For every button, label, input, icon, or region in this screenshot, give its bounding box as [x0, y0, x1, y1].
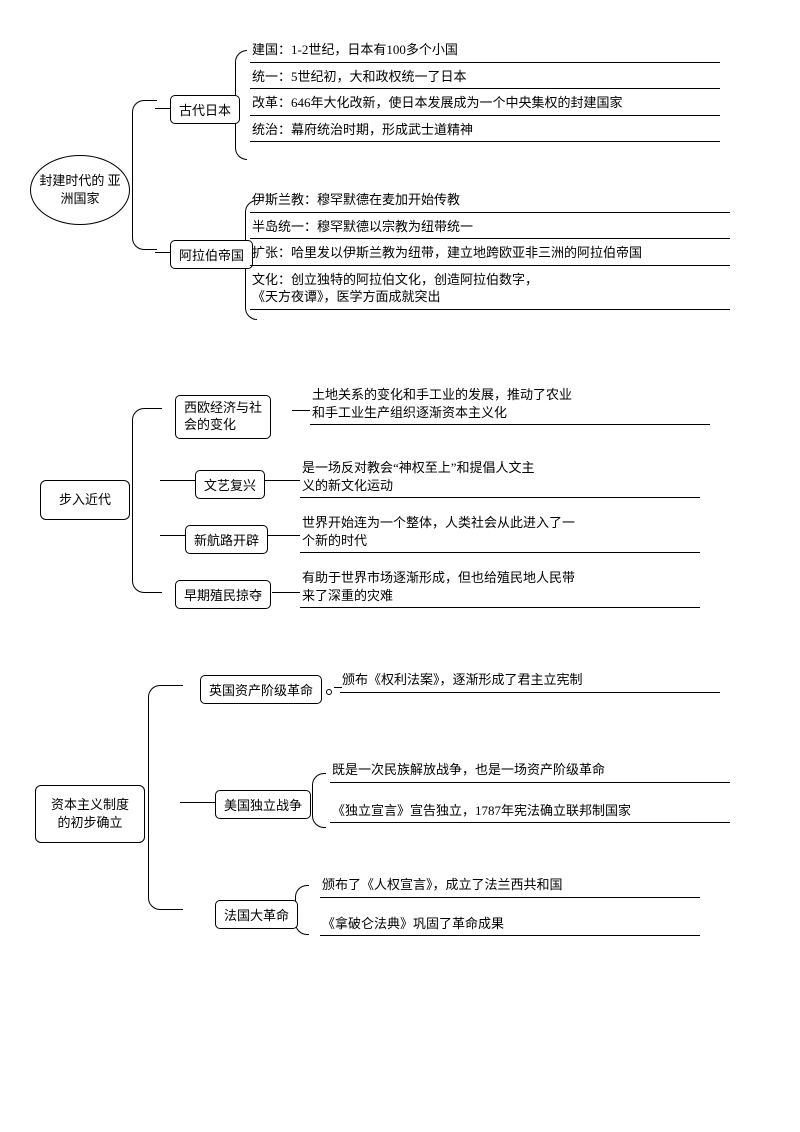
leaf-item: 建国：1-2世纪，日本有100多个小国	[250, 40, 720, 63]
branch-label: 西欧经济与社 会的变化	[184, 400, 262, 432]
leaf-item: 半岛统一：穆罕默德以宗教为纽带统一	[250, 217, 730, 240]
branch-american-independence: 美国独立战争	[215, 790, 311, 819]
branch-west-europe-econ: 西欧经济与社 会的变化	[175, 395, 271, 439]
branch-label: 新航路开辟	[194, 533, 259, 548]
leaf-item: 颁布了《人权宣言》，成立了法兰西共和国	[320, 875, 700, 898]
section-capitalism-establishment: 资本主义制度 的初步确立 英国资产阶级革命 美国独立战争 法国大革命 颁布《权利…	[20, 675, 780, 965]
leaf-item: 统治：幕府统治时期，形成武士道精神	[250, 120, 720, 143]
leaf-item: 有助于世界市场逐渐形成，但也给殖民地人民带 来了深重的灾难	[300, 568, 700, 608]
connector-line	[180, 802, 215, 803]
bracket-connector	[132, 408, 162, 593]
branch-label: 美国独立战争	[224, 798, 302, 813]
connector-line	[272, 592, 300, 593]
leaf-item: 《拿破仑法典》巩固了革命成果	[320, 914, 700, 937]
connector-line	[160, 480, 195, 481]
leaf-item: 统一：5世纪初，大和政权统一了日本	[250, 67, 720, 90]
bracket-connector	[132, 100, 157, 250]
leaf-item: 土地关系的变化和手工业的发展，推动了农业 和手工业生产组织逐渐资本主义化	[310, 385, 710, 425]
bracket-connector	[312, 773, 326, 828]
leaf-item: 是一场反对教会“神权至上”和提倡人文主 义的新文化运动	[300, 458, 700, 498]
connector-line	[155, 252, 170, 253]
leaves-arab-empire: 伊斯兰教：穆罕默德在麦加开始传教 半岛统一：穆罕默德以宗教为纽带统一 扩张：哈里…	[250, 190, 730, 314]
section-feudal-asia: 封建时代的 亚洲国家 古代日本 阿拉伯帝国 建国：1-2世纪，日本有100多个小…	[20, 40, 780, 340]
connector-line	[292, 410, 310, 411]
connector-line	[268, 535, 300, 536]
root-label: 步入近代	[59, 491, 111, 509]
leaf-item: 颁布《权利法案》，逐渐形成了君主立宪制	[340, 670, 720, 693]
leaf-item: 既是一次民族解放战争，也是一场资产阶级革命	[330, 760, 730, 783]
leaves-american-ind: 既是一次民族解放战争，也是一场资产阶级革命 《独立宣言》宣告独立，1787年宪法…	[330, 760, 730, 827]
root-node-modern: 步入近代	[40, 480, 130, 520]
branch-arab-empire: 阿拉伯帝国	[170, 240, 253, 269]
leaf-item: 伊斯兰教：穆罕默德在麦加开始传教	[250, 190, 730, 213]
leaves-colonial: 有助于世界市场逐渐形成，但也给殖民地人民带 来了深重的灾难	[300, 568, 700, 612]
root-node-capitalism: 资本主义制度 的初步确立	[35, 785, 145, 843]
leaves-west-europe: 土地关系的变化和手工业的发展，推动了农业 和手工业生产组织逐渐资本主义化	[310, 385, 710, 429]
root-label: 资本主义制度 的初步确立	[51, 796, 129, 832]
leaf-item: 扩张：哈里发以伊斯兰教为纽带，建立地跨欧亚非三洲的阿拉伯帝国	[250, 243, 730, 266]
leaf-item: 《独立宣言》宣告独立，1787年宪法确立联邦制国家	[330, 801, 730, 824]
branch-ancient-japan: 古代日本	[170, 95, 240, 124]
root-label: 封建时代的 亚洲国家	[39, 172, 121, 208]
leaves-french-rev: 颁布了《人权宣言》，成立了法兰西共和国 《拿破仑法典》巩固了革命成果	[320, 875, 700, 940]
branch-label: 法国大革命	[224, 908, 289, 923]
leaves-new-routes: 世界开始连为一个整体，人类社会从此进入了一 个新的时代	[300, 513, 700, 557]
branch-label: 早期殖民掠夺	[184, 588, 262, 603]
bullet-connector	[326, 683, 336, 699]
branch-renaissance: 文艺复兴	[195, 470, 265, 499]
leaf-item: 改革：646年大化改新，使日本发展成为一个中央集权的封建国家	[250, 93, 720, 116]
leaves-renaissance: 是一场反对教会“神权至上”和提倡人文主 义的新文化运动	[300, 458, 700, 502]
branch-french-revolution: 法国大革命	[215, 900, 298, 929]
connector-line	[264, 480, 300, 481]
connector-line	[160, 535, 185, 536]
leaves-english-rev: 颁布《权利法案》，逐渐形成了君主立宪制	[340, 670, 720, 697]
root-node-feudal-asia: 封建时代的 亚洲国家	[30, 155, 130, 225]
leaf-item: 文化：创立独特的阿拉伯文化，创造阿拉伯数字， 《天方夜谭》，医学方面成就突出	[250, 270, 730, 310]
leaves-ancient-japan: 建国：1-2世纪，日本有100多个小国 统一：5世纪初，大和政权统一了日本 改革…	[250, 40, 720, 146]
branch-label: 阿拉伯帝国	[179, 248, 244, 263]
branch-colonial-plunder: 早期殖民掠夺	[175, 580, 271, 609]
leaf-item: 世界开始连为一个整体，人类社会从此进入了一 个新的时代	[300, 513, 700, 553]
branch-label: 古代日本	[179, 103, 231, 118]
branch-label: 文艺复兴	[204, 478, 256, 493]
connector-line	[155, 108, 170, 109]
branch-label: 英国资产阶级革命	[209, 683, 313, 698]
section-entering-modern: 步入近代 西欧经济与社 会的变化 文艺复兴 新航路开辟 早期殖民掠夺 土地关系的…	[20, 380, 780, 635]
branch-english-revolution: 英国资产阶级革命	[200, 675, 322, 704]
branch-new-routes: 新航路开辟	[185, 525, 268, 554]
bracket-connector	[148, 685, 183, 910]
mindmap-container: 封建时代的 亚洲国家 古代日本 阿拉伯帝国 建国：1-2世纪，日本有100多个小…	[20, 40, 780, 965]
